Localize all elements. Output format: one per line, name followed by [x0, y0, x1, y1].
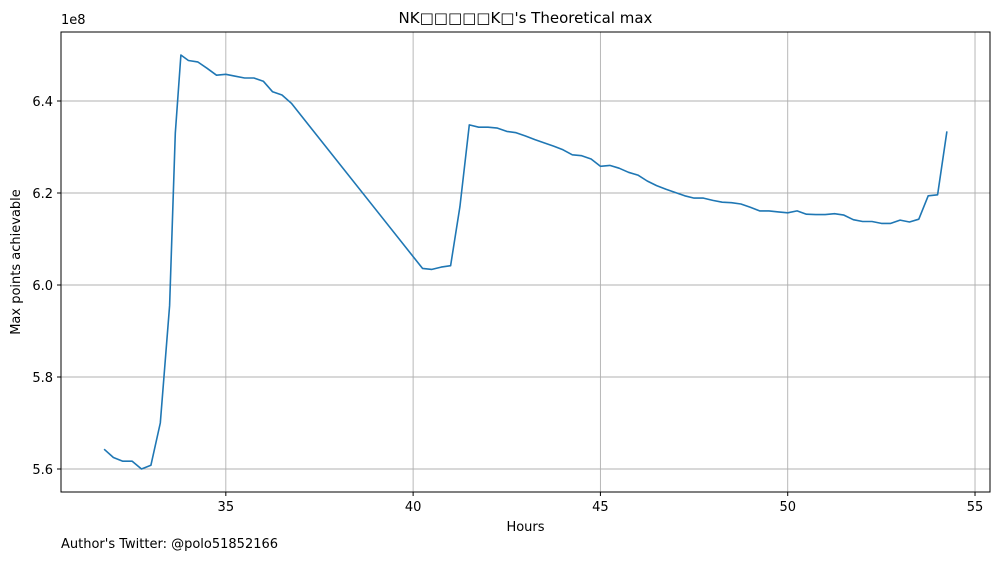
- series-line: [103, 54, 948, 470]
- y-axis-offset-label: 1e8: [61, 13, 86, 28]
- y-tick-label: 6.2: [32, 187, 53, 202]
- x-tick-label: 40: [405, 500, 422, 515]
- x-tick-label: 35: [218, 500, 235, 515]
- x-tick-label: 55: [967, 500, 984, 515]
- series-layer: [103, 54, 948, 470]
- grid-lines: [61, 32, 990, 492]
- x-tick-label: 50: [779, 500, 796, 515]
- plot-frame: [60, 31, 991, 493]
- chart-title: NK□□□□□K□'s Theoretical max: [399, 9, 653, 27]
- y-tick-label: 5.6: [32, 463, 53, 478]
- author-credit: Author's Twitter: @polo51852166: [61, 537, 279, 552]
- y-tick-label: 6.4: [32, 95, 53, 110]
- y-axis-label: Max points achievable: [9, 189, 24, 335]
- axis-ticks: 35 40 45 50 55 5.6 5.8 6.0 6.2 6.4: [32, 95, 983, 515]
- x-axis-label: Hours: [506, 520, 544, 535]
- x-tick-label: 45: [592, 500, 609, 515]
- y-tick-label: 5.8: [32, 371, 53, 386]
- y-tick-label: 6.0: [32, 279, 53, 294]
